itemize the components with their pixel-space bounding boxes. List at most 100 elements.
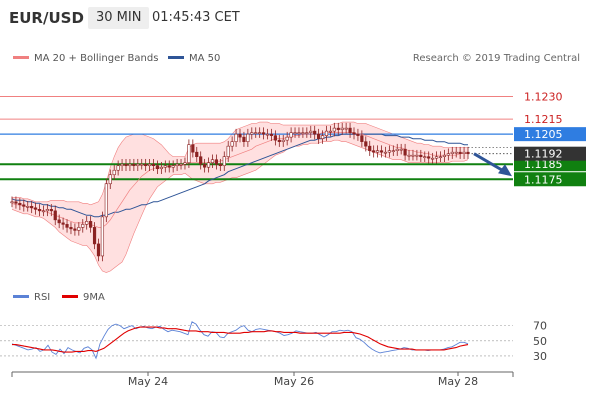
- candle-body: [100, 216, 105, 257]
- candle-body: [261, 132, 266, 135]
- candle-body: [57, 219, 61, 224]
- candle-body: [427, 156, 431, 159]
- candle-body: [132, 163, 136, 167]
- candle-body: [301, 132, 305, 134]
- rsi-line: [11, 321, 469, 360]
- rsi-legend-swatch: [13, 295, 29, 298]
- candle-body: [364, 141, 368, 147]
- instrument-label: EUR/USD: [9, 9, 84, 27]
- candle-body: [320, 135, 325, 139]
- candle-body: [191, 144, 195, 153]
- candle-body: [352, 132, 356, 135]
- rsi-tick-label-70: 70: [533, 320, 547, 333]
- candle-body: [277, 139, 281, 142]
- candle-body: [65, 224, 69, 228]
- projection-arrow-head: [498, 164, 512, 177]
- bollinger-legend-swatch: [13, 56, 29, 59]
- candle-body: [466, 151, 470, 154]
- candle-body: [92, 227, 97, 245]
- timeframe-badge[interactable]: 30 MIN: [88, 7, 150, 29]
- level-tag-1.1185: [514, 157, 586, 172]
- bollinger-band-layer: [11, 121, 469, 273]
- candle-body: [403, 148, 407, 156]
- candle-body: [431, 157, 435, 160]
- ma50-legend-swatch: [168, 56, 184, 59]
- candle-body: [49, 209, 53, 212]
- candle-body: [45, 209, 49, 212]
- candle-body: [108, 174, 112, 185]
- title-bar: EUR/USD 30 MIN 01:45:43 CET: [0, 0, 590, 34]
- candle-body: [265, 133, 270, 136]
- candle-body: [458, 151, 462, 154]
- rsi-legend-label: RSI: [34, 292, 50, 303]
- candle-body: [399, 148, 403, 151]
- candle-body: [407, 154, 411, 157]
- candle-body: [218, 163, 222, 167]
- candle-body: [313, 130, 317, 135]
- candle-body: [112, 169, 116, 176]
- candle-body: [210, 159, 215, 164]
- ma9-legend-label: 9MA: [83, 292, 105, 303]
- level-label-layer: 1.1230 1.1215 1.1205 1.1185 1.1175 1.1192: [514, 91, 586, 187]
- candle-body: [136, 163, 140, 167]
- level-label-1.1205: 1.1205: [524, 128, 563, 141]
- candle-body: [183, 162, 187, 165]
- candle-body: [159, 166, 163, 170]
- candle-body: [411, 154, 415, 157]
- candle-body: [246, 133, 250, 142]
- candle-body: [116, 165, 120, 171]
- candle-body: [140, 163, 144, 166]
- candle-body: [22, 204, 26, 207]
- bollinger-lower-line: [11, 139, 469, 273]
- time-axis-label: May 26: [274, 375, 314, 388]
- candle-body: [151, 163, 156, 167]
- candle-body: [26, 206, 30, 208]
- candle-body: [250, 132, 254, 135]
- candle-body: [289, 132, 293, 138]
- level-tag-1.1205: [514, 127, 586, 142]
- candle-body: [344, 127, 348, 130]
- candle-body: [415, 154, 419, 157]
- rsi-ma9-line: [12, 326, 469, 353]
- last-price-tag: [514, 146, 586, 161]
- candle-body: [462, 151, 466, 154]
- candle-body: [187, 144, 191, 164]
- candle-body: [89, 221, 93, 228]
- candle-body: [214, 159, 219, 165]
- candle-body: [155, 165, 160, 170]
- candle-body: [175, 163, 179, 167]
- candle-body: [33, 207, 38, 210]
- candle-body: [37, 209, 42, 212]
- candle-body: [328, 130, 333, 133]
- candle-body: [120, 163, 124, 167]
- candle-body: [85, 221, 89, 225]
- candle-body: [234, 133, 238, 142]
- candle-body: [387, 150, 391, 153]
- candle-body: [230, 141, 234, 147]
- rsi-panel: 30 50 70: [0, 320, 547, 363]
- candle-body: [206, 162, 211, 168]
- last-price-label: 1.1192: [524, 148, 563, 161]
- candle-body: [348, 127, 352, 133]
- time-axis-label: May 24: [128, 375, 168, 388]
- candle-body: [69, 227, 73, 230]
- candle-body: [450, 151, 454, 154]
- candle-body: [167, 165, 171, 168]
- candle-body: [375, 150, 380, 153]
- candle-body: [442, 154, 447, 157]
- candle-body: [395, 148, 399, 151]
- candle-body: [273, 135, 277, 141]
- candle-body: [179, 163, 183, 166]
- ma9-legend-swatch: [62, 295, 78, 298]
- rsi-tick-label-50: 50: [533, 335, 547, 348]
- candle-body: [10, 201, 14, 204]
- time-axis-label: May 28: [438, 375, 478, 388]
- rsi-tick-label-30: 30: [533, 350, 547, 363]
- candle-body: [104, 183, 108, 218]
- level-tag-1.1175: [514, 172, 586, 187]
- candle-body: [281, 139, 285, 142]
- candle-body: [446, 153, 450, 156]
- level-label-1.1175: 1.1175: [524, 173, 563, 186]
- candle-body: [368, 145, 372, 151]
